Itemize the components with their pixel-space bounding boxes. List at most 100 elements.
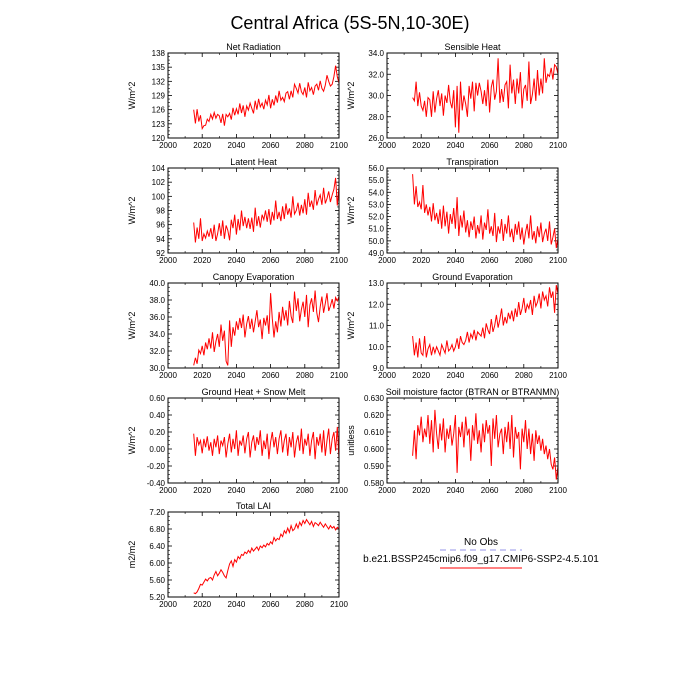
x-tick-label: 2080 — [296, 486, 314, 495]
y-tick-label: 0.610 — [364, 428, 385, 437]
x-tick-label: 2020 — [193, 600, 211, 609]
y-tick-label: 51.0 — [368, 225, 384, 234]
y-tick-label: 30.0 — [149, 364, 165, 373]
figure-title: Central Africa (5S-5N,10-30E) — [230, 13, 469, 33]
x-tick-label: 2040 — [447, 256, 465, 265]
chart-panel: Sensible Heat W/m^2 2000 2020 2040 2060 2080 21… — [346, 42, 567, 150]
y-tick-label: 56.0 — [368, 164, 384, 173]
y-tick-label: 132 — [152, 77, 166, 86]
chart-panel: Ground Heat + Snow Melt W/m^2 2000 2020 2040… — [127, 387, 348, 495]
plot-frame — [386, 52, 559, 139]
x-tick-label: 2020 — [193, 256, 211, 265]
y-tick-label: 52.0 — [368, 213, 384, 222]
y-axis-label: W/m^2 — [346, 197, 356, 225]
x-tick-label: 2080 — [296, 141, 314, 150]
x-tick-label: 2000 — [378, 486, 396, 495]
plot-frame — [167, 167, 340, 254]
x-tick-label: 2060 — [262, 371, 280, 380]
panel-title: Ground Heat + Snow Melt — [202, 387, 306, 397]
x-tick-label: 2000 — [378, 371, 396, 380]
y-tick-label: 32.0 — [368, 70, 384, 79]
y-tick-label: 11.0 — [369, 322, 385, 331]
x-tick-label: 2100 — [330, 486, 348, 495]
y-tick-label: 0.600 — [364, 445, 385, 454]
x-tick-label: 2080 — [296, 371, 314, 380]
y-tick-label: 102 — [152, 178, 166, 187]
y-tick-label: 5.20 — [149, 593, 165, 602]
y-axis-label: W/m^2 — [346, 82, 356, 110]
x-tick-label: 2100 — [549, 256, 567, 265]
x-tick-label: 2040 — [228, 141, 246, 150]
series-line — [412, 285, 559, 358]
y-tick-label: 13.0 — [368, 279, 384, 288]
legend-entry-label: b.e21.BSSP245cmip6.f09_g17.CMIP6-SSP2-4.… — [363, 554, 599, 565]
series-line — [193, 290, 340, 366]
y-tick-label: 7.20 — [149, 508, 165, 517]
y-tick-label: 123 — [152, 120, 166, 129]
y-axis-label: W/m^2 — [127, 197, 137, 225]
y-tick-label: 94 — [156, 235, 165, 244]
x-tick-label: 2080 — [515, 486, 533, 495]
plot-frame — [167, 511, 340, 598]
x-tick-label: 2100 — [549, 141, 567, 150]
panel-title: Soil moisture factor (BTRAN or BTRANMN) — [386, 387, 560, 397]
y-tick-label: -0.40 — [147, 479, 166, 488]
x-tick-label: 2020 — [412, 256, 430, 265]
series-line — [412, 174, 559, 249]
chart-panel: Canopy Evaporation W/m^2 2000 2020 2040 2060 2… — [127, 272, 348, 380]
y-tick-label: 0.40 — [149, 411, 165, 420]
x-tick-label: 2020 — [412, 141, 430, 150]
y-tick-label: 49.0 — [368, 249, 384, 258]
plot-frame — [167, 397, 340, 484]
y-axis-label: m2/m2 — [127, 541, 137, 569]
legend-header: No Obs — [464, 537, 498, 548]
y-axis-label: W/m^2 — [127, 427, 137, 455]
series-line — [193, 65, 340, 131]
y-tick-label: 138 — [152, 49, 166, 58]
y-tick-label: 9.0 — [373, 364, 385, 373]
x-tick-label: 2040 — [447, 141, 465, 150]
x-tick-label: 2040 — [228, 600, 246, 609]
chart-panel: Latent Heat W/m^2 2000 2020 2040 2060 2080 2100… — [127, 157, 348, 265]
y-tick-label: 92 — [156, 249, 165, 258]
x-tick-label: 2080 — [515, 141, 533, 150]
plot-frame — [167, 282, 340, 369]
y-tick-label: 50.0 — [368, 237, 384, 246]
x-tick-label: 2100 — [330, 141, 348, 150]
series-line — [193, 426, 340, 460]
y-tick-label: 53.0 — [368, 200, 384, 209]
y-tick-label: 12.0 — [368, 300, 384, 309]
y-tick-label: 0.00 — [149, 445, 165, 454]
panel-title: Total LAI — [236, 501, 271, 511]
x-tick-label: 2100 — [330, 600, 348, 609]
chart-panel: Transpiration W/m^2 2000 2020 2040 2060 2080 21… — [346, 157, 567, 265]
y-tick-label: 40.0 — [149, 279, 165, 288]
y-tick-label: 96 — [156, 221, 165, 230]
y-tick-label: 0.630 — [364, 394, 385, 403]
chart-panel: Total LAI m2/m2 2000 2020 2040 2060 2080 2100 5.… — [127, 501, 348, 609]
x-tick-label: 2020 — [412, 371, 430, 380]
panel-title: Latent Heat — [230, 157, 277, 167]
x-tick-label: 2080 — [515, 256, 533, 265]
panel-title: Canopy Evaporation — [213, 272, 295, 282]
x-tick-label: 2080 — [296, 600, 314, 609]
y-tick-label: 6.00 — [149, 559, 165, 568]
x-tick-label: 2060 — [481, 141, 499, 150]
x-tick-label: 2040 — [228, 486, 246, 495]
panel-title: Net Radiation — [226, 42, 281, 52]
y-tick-label: 10.0 — [368, 343, 384, 352]
y-tick-label: 34.0 — [368, 49, 384, 58]
x-tick-label: 2040 — [447, 371, 465, 380]
plot-frame — [386, 397, 559, 484]
x-tick-label: 2060 — [262, 141, 280, 150]
y-axis-label: W/m^2 — [346, 312, 356, 340]
x-tick-label: 2100 — [330, 371, 348, 380]
y-tick-label: 126 — [152, 106, 166, 115]
y-tick-label: 0.20 — [149, 428, 165, 437]
plot-frame — [167, 52, 340, 139]
y-tick-label: 0.580 — [364, 479, 385, 488]
x-tick-label: 2060 — [262, 486, 280, 495]
chart-panel: Ground Evaporation W/m^2 2000 2020 2040 2060 2… — [346, 272, 567, 380]
plot-frame — [386, 167, 559, 254]
